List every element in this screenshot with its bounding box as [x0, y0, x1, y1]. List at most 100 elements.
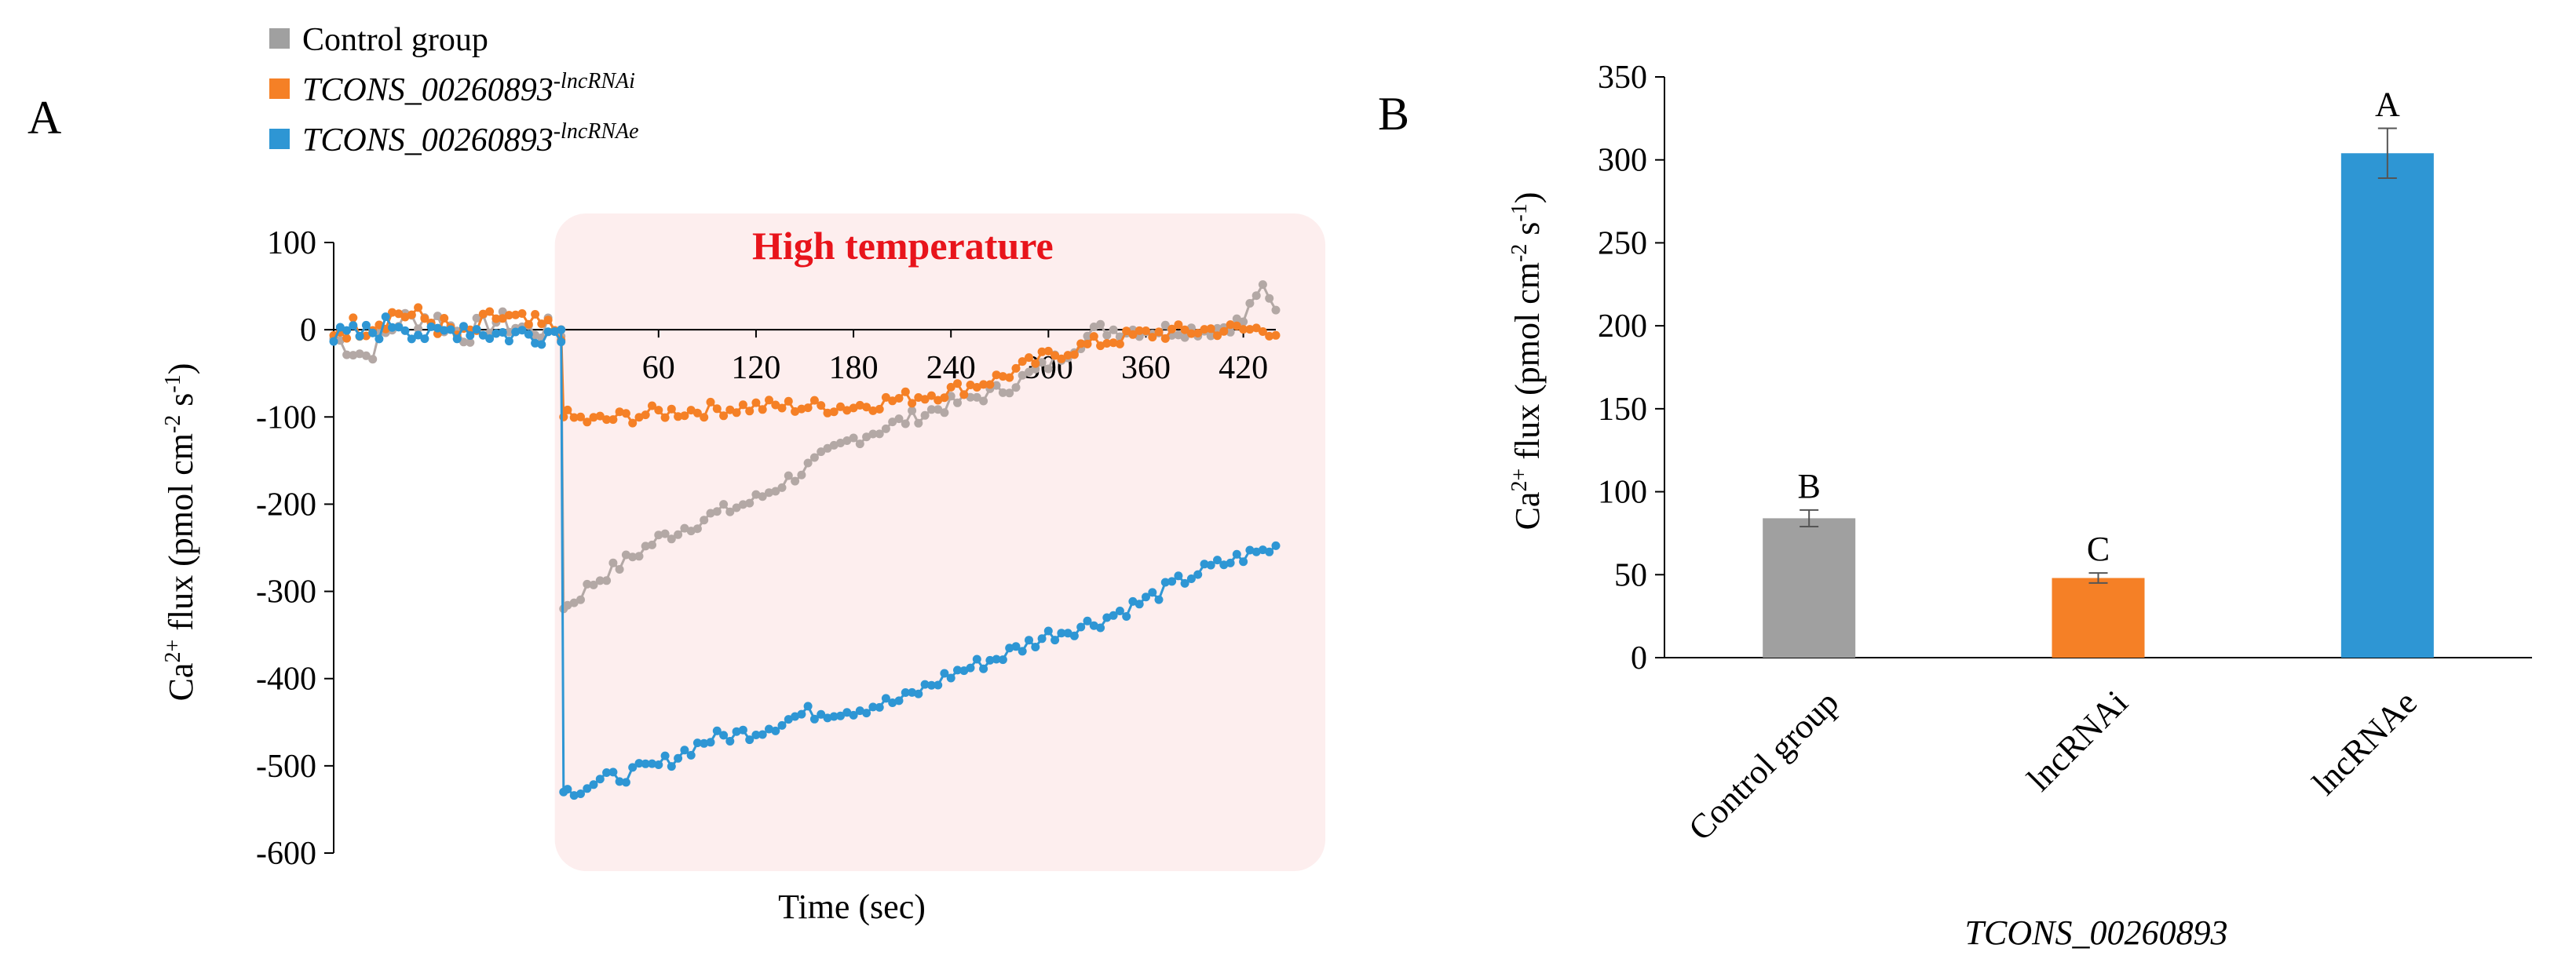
data-point — [368, 355, 378, 364]
data-point — [926, 391, 936, 400]
data-point — [543, 327, 553, 337]
data-point — [719, 731, 729, 740]
data-point — [732, 408, 741, 418]
chart-a-y-tick-label: 0 — [300, 312, 316, 348]
data-point — [1186, 329, 1196, 338]
data-point — [966, 381, 975, 389]
data-point — [745, 735, 755, 745]
data-point — [809, 714, 819, 724]
data-point — [1089, 332, 1098, 341]
data-point — [1057, 629, 1066, 638]
series-lncrnae — [329, 312, 1281, 800]
data-point — [375, 320, 384, 330]
data-point — [686, 750, 696, 760]
data-point — [940, 408, 949, 418]
data-point — [621, 550, 630, 560]
panel-a-label: A — [27, 92, 61, 144]
data-point — [1213, 331, 1222, 341]
data-point — [998, 372, 1007, 381]
data-point — [517, 309, 527, 318]
data-point — [692, 408, 702, 418]
data-point — [1005, 373, 1014, 382]
data-point — [1206, 331, 1215, 341]
data-point — [1174, 571, 1183, 581]
data-point — [654, 531, 663, 540]
data-point — [765, 396, 773, 405]
data-point — [940, 393, 949, 403]
ya-mid2: s — [162, 393, 200, 415]
data-point — [712, 726, 722, 735]
data-point — [349, 321, 358, 330]
chart-b-y-tick-label: 50 — [1614, 557, 1647, 593]
data-point — [940, 669, 949, 678]
data-point — [1011, 383, 1021, 392]
data-point — [628, 418, 638, 428]
data-point — [692, 524, 702, 534]
data-point — [692, 738, 702, 748]
data-point — [946, 382, 955, 392]
data-point — [771, 400, 780, 410]
data-point — [1115, 339, 1124, 348]
data-point — [1122, 326, 1131, 336]
data-point — [641, 541, 650, 551]
data-point — [791, 476, 800, 486]
data-point — [667, 404, 676, 414]
data-point — [979, 380, 988, 389]
series-line-control_line — [333, 282, 1277, 612]
data-point — [920, 680, 930, 689]
data-point — [1200, 325, 1209, 334]
data-point — [817, 709, 826, 719]
data-point — [836, 711, 845, 720]
data-point — [1193, 329, 1203, 337]
ya-mid: flux (pmol cm — [162, 433, 200, 640]
data-point — [452, 334, 462, 344]
data-point — [1206, 560, 1215, 570]
data-point — [784, 715, 793, 724]
data-point — [1232, 314, 1241, 323]
data-point — [1109, 611, 1118, 620]
data-point — [700, 738, 709, 748]
data-point — [901, 419, 910, 428]
data-point — [1102, 613, 1112, 622]
data-point — [1258, 280, 1267, 290]
data-point — [531, 310, 540, 319]
legend-label-lncrnae-sup: -lncRNAe — [554, 119, 639, 144]
data-point — [1239, 317, 1248, 326]
error-bar — [1800, 509, 1819, 527]
data-point — [543, 315, 553, 325]
data-point — [1011, 363, 1021, 373]
data-point — [466, 331, 475, 340]
data-point — [959, 390, 969, 399]
data-point — [478, 309, 488, 319]
data-point — [1025, 353, 1033, 363]
data-point — [862, 709, 871, 718]
data-point — [654, 760, 663, 769]
data-point — [908, 406, 917, 415]
data-point — [498, 314, 507, 323]
data-point — [751, 731, 761, 739]
data-point — [758, 405, 767, 414]
data-point — [433, 312, 442, 321]
chart-a-legend[interactable]: Control group TCONS_00260893-lncRNAi TCO… — [269, 22, 639, 159]
data-point — [440, 326, 449, 335]
data-point — [881, 694, 890, 703]
data-point — [608, 558, 618, 567]
data-point — [1180, 578, 1189, 588]
data-point — [1258, 327, 1267, 336]
data-point — [654, 406, 663, 415]
legend-swatch-lncrnai — [269, 78, 290, 99]
chart-a-x-tick-label: 240 — [926, 350, 976, 386]
series-lncrnai — [329, 303, 1281, 428]
data-point — [771, 726, 780, 735]
data-point — [1037, 358, 1047, 367]
data-point — [992, 655, 1001, 664]
data-point — [1232, 549, 1241, 559]
data-point — [1226, 558, 1235, 567]
data-point — [998, 388, 1007, 397]
data-point — [1018, 647, 1027, 656]
data-point — [1083, 331, 1092, 341]
data-point — [628, 763, 638, 772]
data-point — [446, 325, 455, 334]
data-point — [1219, 560, 1229, 570]
data-point — [589, 413, 598, 422]
